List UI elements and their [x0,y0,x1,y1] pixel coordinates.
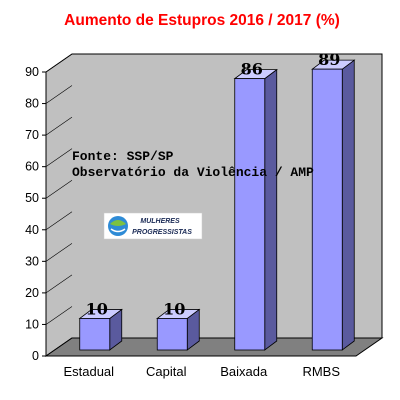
y-tick-depth-line [45,179,73,199]
y-tick-label: 40 [25,223,39,237]
data-label: 10 [163,299,185,318]
logo: MULHERES PROGRESSISTAS [103,212,203,240]
y-tick-depth-line [45,85,73,104]
logo-text-line2: PROGRESSISTAS [132,229,192,236]
logo-text-line1: MULHERES [140,218,180,225]
y-tick-depth-line [45,274,73,294]
bars [78,59,356,351]
y-tick-label: 10 [25,317,39,331]
x-tick-label: Estadual [63,364,114,379]
y-axis-ticks: 0 10 20 30 40 50 60 70 80 90 [25,53,73,363]
y-tick-label: 0 [32,349,39,363]
data-labels: 10 10 86 89 [86,50,341,318]
x-tick-label: Baixada [220,364,268,379]
bar [156,308,201,351]
x-tick-label: RMBS [302,364,340,379]
bar [78,308,123,351]
y-tick-label: 90 [25,65,39,79]
y-tick-depth-line [45,53,73,73]
bar-front [156,318,188,351]
x-tick-label: Capital [146,364,187,379]
data-label: 89 [318,50,340,69]
y-tick-label: 70 [25,128,39,142]
chart-title: Aumento de Estupros 2016 / 2017 (%) [64,12,340,29]
y-tick-depth-line [45,148,73,167]
y-tick-label: 50 [25,191,39,205]
y-tick-depth-line [45,306,73,325]
bar-side [341,59,355,351]
bar-side [264,68,278,351]
bar [311,59,356,351]
y-tick-label: 60 [25,160,39,174]
y-tick-depth-line [45,337,73,357]
y-tick-label: 80 [25,97,39,111]
data-label: 86 [241,60,263,79]
bar-front [234,78,266,351]
bar-front [79,318,111,351]
y-tick-label: 30 [25,254,39,268]
y-tick-depth-line [45,116,73,136]
source-annotation-line2: Observatório da Violência / AMP [72,165,314,180]
source-annotation-line1: Fonte: SSP/SP [72,149,174,164]
category-labels: Estadual Capital Baixada RMBS [63,364,340,379]
y-tick-depth-line [45,243,73,262]
y-tick-label: 20 [25,286,39,300]
bar-front [311,68,343,351]
y-tick-depth-line [45,211,73,231]
bar [233,68,278,351]
data-label: 10 [86,299,108,318]
